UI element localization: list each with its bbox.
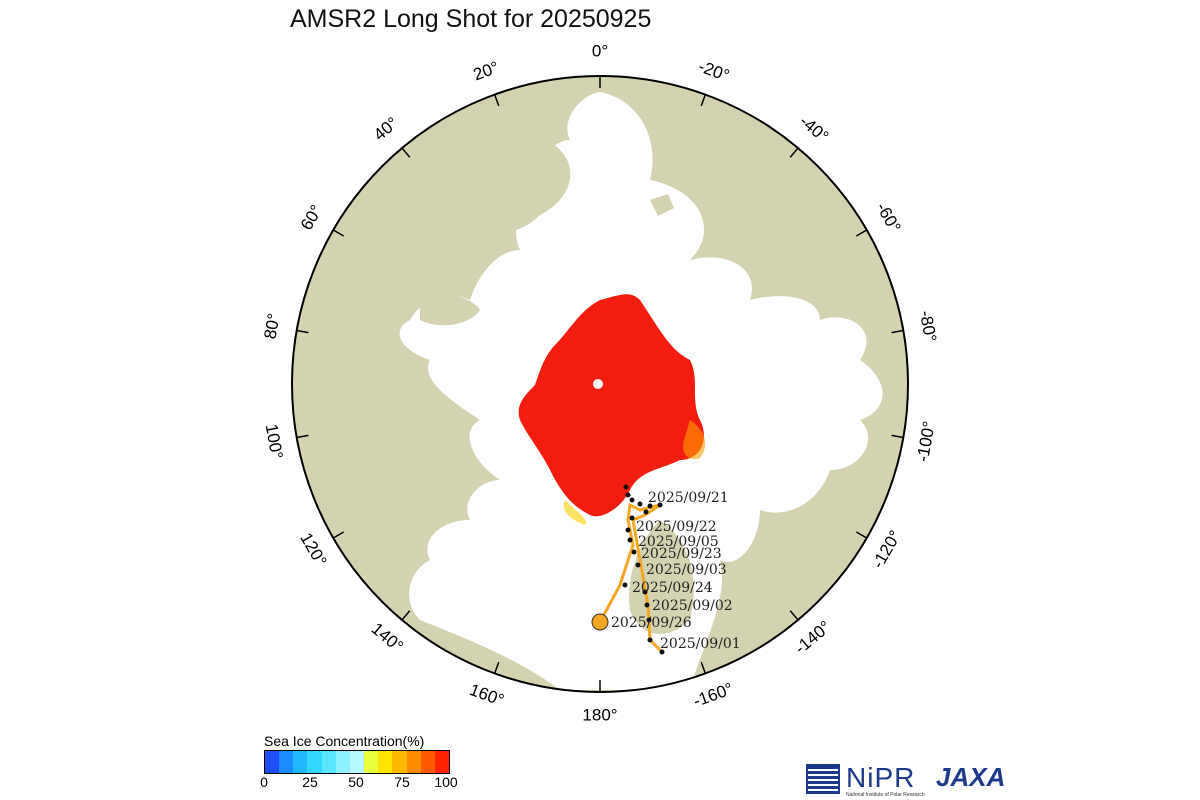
longitude-label: -120° — [868, 527, 905, 572]
longitude-label: 40° — [370, 113, 402, 144]
longitude-tick — [401, 147, 411, 158]
track-labels: 2025/09/21 2025/09/22 2025/09/05 2025/09… — [611, 490, 741, 652]
longitude-label: 0° — [592, 41, 608, 60]
longitude-tick — [700, 94, 707, 107]
longitude-tick — [789, 610, 799, 621]
track-label: 2025/09/02 — [652, 598, 733, 614]
legend-color-segment — [321, 751, 336, 773]
track-label: 2025/09/26 — [611, 615, 692, 631]
longitude-label: 140° — [368, 619, 407, 656]
legend-color-segment — [406, 751, 421, 773]
legend-color-segment — [279, 751, 294, 773]
current-position-marker — [591, 613, 609, 631]
track-label: 2025/09/22 — [636, 519, 717, 535]
jaxa-logo: JAXA — [936, 762, 1006, 792]
longitude-label: 160° — [467, 680, 507, 710]
longitude-tick — [891, 434, 904, 439]
map-title: AMSR2 Long Shot for 20250925 — [290, 5, 652, 33]
legend-tick: 0 — [260, 774, 268, 790]
longitude-tick — [891, 329, 904, 334]
drift-track — [591, 484, 665, 655]
longitude-tick — [855, 531, 868, 539]
track-label: 2025/09/23 — [641, 546, 722, 562]
longitude-label: 100° — [262, 423, 287, 461]
track-label: 2025/09/03 — [646, 562, 727, 578]
nipr-logo-icon — [806, 764, 840, 794]
longitude-label: 20° — [471, 58, 502, 85]
longitude-label: -40° — [796, 112, 832, 147]
canada-islands — [420, 294, 480, 326]
colorbar-legend: Sea Ice Concentration(%) 0 25 50 75 100 — [258, 733, 458, 797]
nipr-logo-text: NiPR — [846, 762, 916, 793]
nipr-logo-subtitle: National Institute of Polar Research — [846, 792, 925, 798]
legend-color-segment — [392, 751, 407, 773]
legend-color-segment — [307, 751, 322, 773]
legend-color-segment — [349, 751, 365, 773]
longitude-tick — [493, 94, 500, 107]
longitude-tick — [700, 661, 707, 674]
legend-tick: 25 — [302, 774, 318, 790]
longitude-tick — [296, 434, 309, 439]
longitude-label: -60° — [872, 199, 904, 236]
legend-color-segment — [420, 751, 435, 773]
longitude-label: -80° — [916, 309, 940, 343]
legend-color-segment — [378, 751, 393, 773]
longitude-label: 120° — [296, 530, 330, 570]
longitude-label: -140° — [791, 617, 834, 658]
longitude-tick — [296, 329, 309, 334]
longitude-tick — [789, 147, 799, 158]
longitude-label: -100° — [913, 420, 939, 464]
legend-tick: 75 — [394, 774, 410, 790]
longitude-label: 180° — [582, 705, 617, 724]
logos: NiPR National Institute of Polar Researc… — [806, 760, 1006, 800]
track-label: 2025/09/24 — [632, 580, 713, 596]
sea-ice-area — [518, 294, 704, 517]
legend-title: Sea Ice Concentration(%) — [264, 733, 425, 749]
legend-color-segment — [335, 751, 350, 773]
pole-hole — [593, 379, 603, 389]
track-points — [622, 484, 665, 655]
longitude-tick — [332, 229, 345, 237]
track-label: 2025/09/01 — [660, 636, 741, 652]
longitude-label: -160° — [691, 679, 736, 711]
longitude-ticks — [296, 76, 904, 692]
longitude-tick — [332, 531, 345, 539]
longitude-tick — [493, 661, 500, 674]
sea-ice-edge — [683, 420, 706, 460]
svalbard-land — [650, 194, 674, 216]
sea-ice-edge-2 — [563, 500, 586, 525]
legend-color-segment — [265, 751, 280, 773]
legend-tick: 100 — [434, 774, 458, 790]
longitude-label: 80° — [260, 312, 283, 341]
legend-color-segment — [434, 751, 450, 773]
legend-color-segment — [364, 751, 379, 773]
track-label: 2025/09/05 — [638, 534, 719, 550]
legend-tick: 50 — [348, 774, 364, 790]
legend-color-segment — [293, 751, 308, 773]
track-label: 2025/09/21 — [648, 490, 729, 506]
longitude-tick — [855, 229, 868, 237]
longitude-tick — [401, 610, 411, 621]
longitude-label: -20° — [696, 57, 732, 86]
longitude-label: 60° — [297, 202, 326, 234]
greenland-land — [458, 136, 571, 233]
legend-colorbar — [264, 750, 450, 774]
